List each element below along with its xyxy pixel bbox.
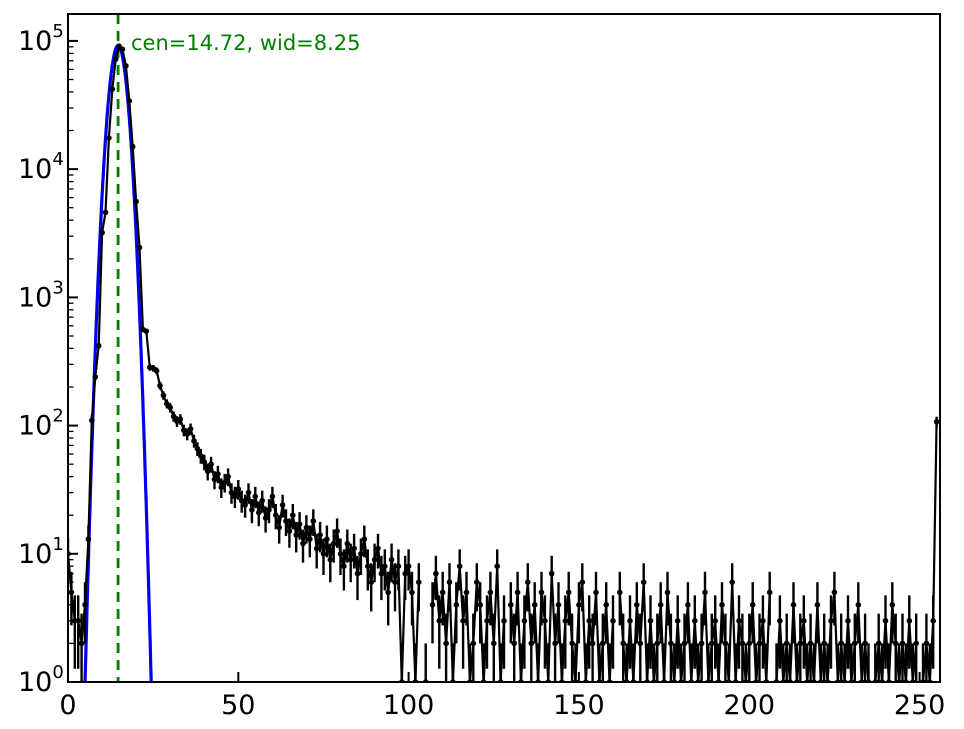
svg-text:200: 200	[724, 690, 776, 721]
svg-text:103: 103	[18, 277, 64, 313]
svg-text:50: 50	[221, 690, 255, 721]
svg-text:105: 105	[18, 21, 64, 57]
svg-text:104: 104	[18, 149, 64, 185]
svg-text:102: 102	[18, 406, 64, 442]
svg-text:100: 100	[18, 662, 64, 698]
svg-text:0: 0	[59, 690, 76, 721]
svg-text:150: 150	[553, 690, 605, 721]
fit-annotation-label: cen=14.72, wid=8.25	[131, 31, 361, 55]
svg-text:100: 100	[383, 690, 435, 721]
svg-text:101: 101	[18, 534, 64, 570]
svg-text:250: 250	[894, 690, 946, 721]
